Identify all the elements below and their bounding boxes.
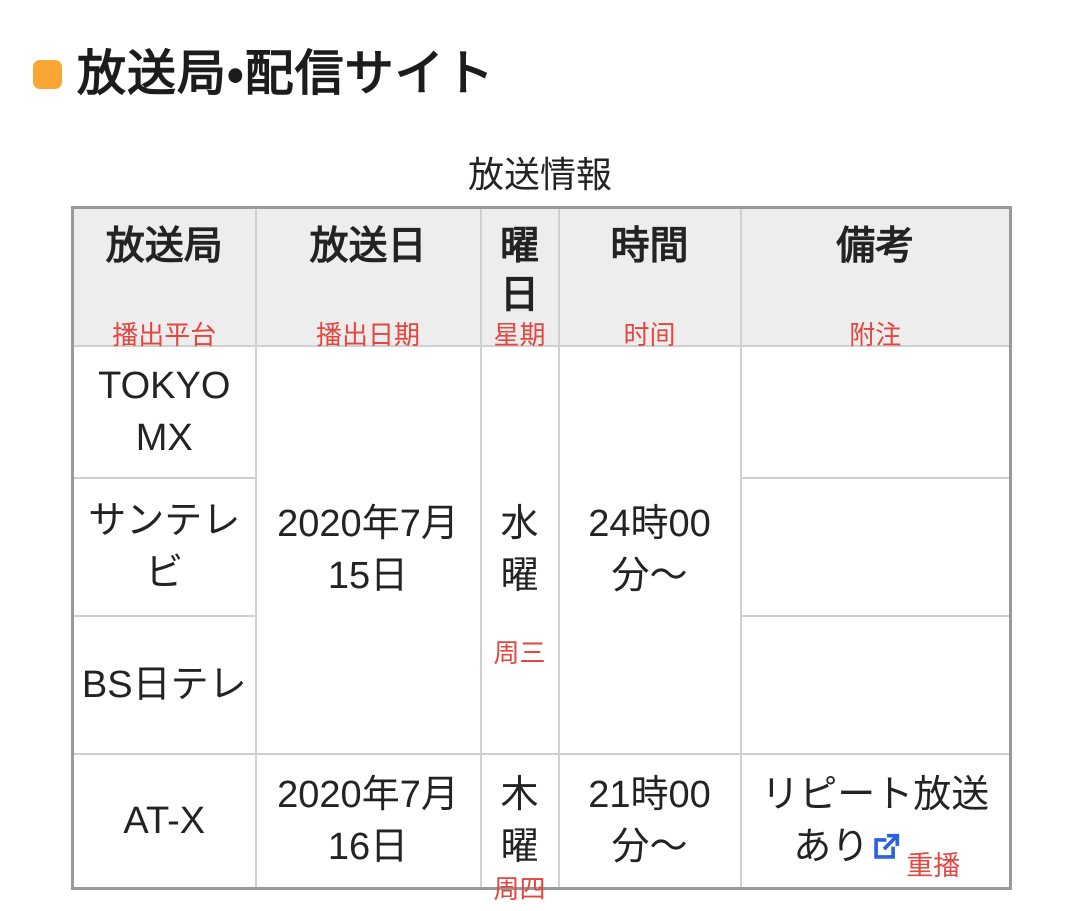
translation-annotation: 播出日期 (315, 320, 420, 351)
broadcast-table-caption: 放送情報 (467, 154, 612, 196)
column-label: 曜日 (499, 225, 539, 317)
translation-annotation: 时间 (623, 320, 676, 351)
column-label: 時間 (610, 225, 689, 269)
station-cell: サンテレビ (71, 477, 257, 618)
column-header-time: 時間 时间 (557, 206, 742, 350)
orange-square-bullet-icon (33, 59, 62, 89)
date-cell: 2020年7月16日 (254, 753, 482, 890)
time-cell: 24時00分〜 (557, 345, 742, 756)
table-row: TOKYO MX 2020年7月15日 水曜 周三 24時00分〜 (71, 345, 1012, 756)
station-cell: BS日テレ (71, 615, 257, 756)
translation-annotation: 重播 (906, 851, 961, 882)
broadcast-table: 放送局 播出平台 放送日 播出日期 曜日 星期 時間 时间 (71, 206, 1012, 903)
station-cell: TOKYO MX (71, 345, 257, 480)
translation-annotation: 星期 (493, 320, 546, 351)
column-label: 放送日 (309, 225, 427, 269)
column-header-remarks: 備考 附注 (739, 206, 1012, 350)
remark-text: リピート放送あり (761, 773, 990, 869)
translation-annotation: 周三 (493, 638, 546, 669)
column-label: 放送局 (105, 225, 223, 269)
date-cell: 2020年7月15日 (254, 345, 482, 756)
weekday-cell: 木曜 周四 (479, 753, 560, 903)
section-title: 放送局・配信サイト (77, 47, 495, 101)
weekday-cell: 水曜 周三 (479, 345, 560, 756)
remarks-cell (739, 477, 1012, 618)
remarks-cell: リピート放送あり 重播 (739, 753, 1012, 890)
column-label: 備考 (836, 225, 915, 269)
column-header-station: 放送局 播出平台 (71, 206, 257, 350)
remarks-cell (739, 345, 1012, 480)
table-row: BS日テレ (71, 615, 1012, 756)
section-heading: 放送局・配信サイト (0, 0, 1080, 102)
column-header-date: 放送日 播出日期 (254, 206, 482, 350)
translation-annotation: 附注 (849, 320, 902, 351)
weekday-label: 木曜 (500, 773, 539, 869)
external-link-icon[interactable] (869, 830, 903, 864)
translation-annotation: 播出平台 (112, 320, 217, 351)
header-row: 放送局 播出平台 放送日 播出日期 曜日 星期 時間 时间 (71, 206, 1012, 350)
time-cell: 21時00分〜 (557, 753, 742, 890)
column-header-weekday: 曜日 星期 (479, 206, 560, 350)
station-cell: AT-X (71, 753, 257, 890)
weekday-label: 水曜 (500, 502, 539, 598)
remarks-cell (739, 615, 1012, 756)
table-row: サンテレビ (71, 477, 1012, 618)
translation-annotation: 周四 (493, 873, 546, 904)
table-row: AT-X 2020年7月16日 木曜 周四 21時00分〜 リピート放送あり 重播 (71, 753, 1012, 903)
broadcast-table-container: 放送情報 放送局 播出平台 放送日 播出日期 曜日 星期 (71, 152, 1012, 903)
